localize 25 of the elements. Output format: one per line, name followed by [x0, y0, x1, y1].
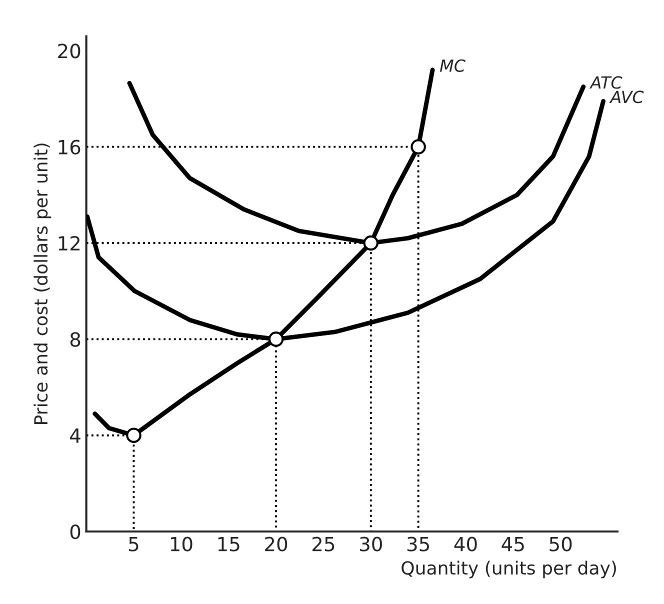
y-tick-label: 4 — [70, 428, 80, 443]
x-tick-label: 35 — [407, 536, 429, 552]
x-tick-label: 40 — [454, 536, 477, 552]
y-tick-label: 0 — [70, 524, 80, 540]
point — [126, 428, 142, 443]
x-tick-label: 45 — [502, 536, 524, 552]
series-label: AVC — [609, 90, 644, 104]
point — [363, 235, 379, 251]
series-label: MC — [440, 59, 466, 72]
point — [410, 139, 426, 154]
y-tick-label: 12 — [58, 236, 80, 250]
x-axis-title: Quantity (units per day) — [402, 560, 616, 578]
point — [268, 332, 284, 347]
y-tick-label: 16 — [58, 140, 80, 154]
x-tick-label: 25 — [312, 536, 334, 552]
y-tick-label: 8 — [70, 332, 80, 347]
x-tick-label: 10 — [170, 536, 192, 552]
x-tick-label: 15 — [218, 536, 240, 552]
x-tick-label: 30 — [360, 536, 382, 552]
x-tick-label: 50 — [550, 536, 572, 552]
y-tick-label: 20 — [58, 44, 80, 58]
series-label: ATC — [589, 76, 622, 89]
x-tick-label: 20 — [265, 536, 288, 552]
x-tick-label: 5 — [129, 536, 138, 552]
y-axis-title: Price and cost (dollars per unit) — [34, 144, 52, 424]
